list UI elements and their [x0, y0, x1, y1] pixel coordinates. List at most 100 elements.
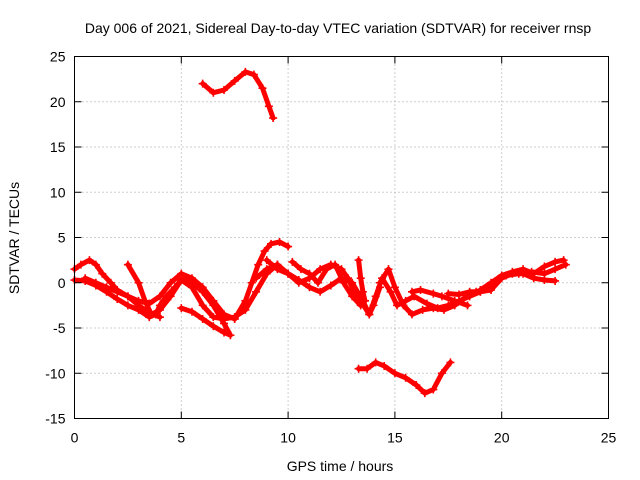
data-point — [407, 310, 416, 319]
data-point — [177, 276, 186, 285]
data-point — [305, 283, 314, 292]
data-series — [70, 67, 570, 398]
data-point — [375, 278, 384, 287]
y-tick-labels: -15 -10 -5 0 5 10 15 20 25 — [45, 49, 65, 427]
data-point — [339, 278, 348, 287]
y-tick-label: 5 — [58, 230, 66, 246]
data-point — [76, 260, 85, 269]
series-line — [125, 262, 280, 322]
y-tick-label: -10 — [45, 365, 65, 381]
data-point — [356, 274, 365, 283]
data-point — [134, 278, 143, 287]
data-point — [559, 256, 568, 265]
data-point — [365, 310, 374, 319]
data-point — [91, 278, 100, 287]
data-point — [241, 67, 250, 76]
data-point — [561, 260, 570, 269]
data-point — [476, 285, 485, 294]
data-point — [446, 358, 455, 367]
data-point — [198, 283, 207, 292]
x-tick-label: 20 — [494, 430, 510, 446]
data-point — [91, 260, 100, 269]
data-point — [497, 271, 506, 280]
data-point — [147, 310, 156, 319]
data-point — [269, 114, 278, 123]
y-tick-label: 20 — [50, 94, 66, 110]
data-point — [354, 256, 363, 265]
series-arc-8 — [288, 257, 365, 310]
data-point — [354, 364, 363, 373]
data-point — [177, 304, 186, 313]
data-point — [230, 314, 239, 323]
data-point — [258, 84, 267, 93]
data-point — [429, 289, 438, 298]
data-point — [230, 76, 239, 85]
data-point — [371, 292, 380, 301]
data-point — [508, 267, 517, 276]
data-point — [487, 285, 496, 294]
data-point — [267, 239, 276, 248]
series-arc-16 — [354, 358, 455, 398]
data-point — [260, 247, 269, 256]
data-point — [390, 369, 399, 378]
data-point — [363, 364, 372, 373]
series-arc-10 — [354, 256, 369, 305]
data-point — [140, 296, 149, 305]
data-point — [220, 314, 229, 323]
data-point — [187, 274, 196, 283]
data-point — [386, 287, 395, 296]
data-point — [401, 373, 410, 382]
data-point — [331, 260, 340, 269]
data-point — [209, 88, 218, 97]
y-tick-label: 10 — [50, 184, 66, 200]
data-point — [288, 257, 297, 266]
data-point — [487, 278, 496, 287]
data-point — [123, 301, 132, 310]
data-point — [416, 285, 425, 294]
data-point — [316, 287, 325, 296]
data-point — [113, 287, 122, 296]
data-point — [551, 276, 560, 285]
data-point — [412, 381, 421, 390]
series-arc-14 — [476, 256, 568, 294]
data-point — [247, 278, 256, 287]
data-point — [519, 265, 528, 274]
data-point — [407, 287, 416, 296]
data-point — [437, 292, 446, 301]
data-point — [273, 265, 282, 274]
data-point — [454, 290, 463, 299]
data-point — [399, 301, 408, 310]
data-point — [98, 269, 107, 278]
data-point — [187, 283, 196, 292]
series-arc-12 — [407, 285, 472, 310]
series-line — [356, 257, 368, 304]
data-point — [134, 305, 143, 314]
data-point — [463, 301, 472, 310]
data-point — [420, 389, 429, 398]
data-point — [155, 313, 164, 322]
data-point — [384, 265, 393, 274]
x-tick-labels: 0 5 10 15 20 25 — [71, 430, 617, 446]
data-point — [198, 79, 207, 88]
series-arc-15 — [198, 67, 278, 123]
y-tick-label: -15 — [45, 411, 65, 427]
data-point — [166, 292, 175, 301]
data-point — [220, 85, 229, 94]
grid — [74, 56, 609, 419]
data-point — [540, 276, 549, 285]
data-point — [155, 292, 164, 301]
data-point — [465, 287, 474, 296]
y-axis-label: SDTVAR / TECUs — [6, 182, 22, 294]
data-point — [220, 328, 229, 337]
data-point — [343, 274, 352, 283]
data-point — [551, 257, 560, 266]
series-arc-5 — [230, 238, 293, 323]
data-point — [305, 269, 314, 278]
data-point — [209, 296, 218, 305]
data-point — [326, 281, 335, 290]
data-point — [123, 292, 132, 301]
axis-ticks — [74, 56, 609, 419]
data-point — [437, 369, 446, 378]
